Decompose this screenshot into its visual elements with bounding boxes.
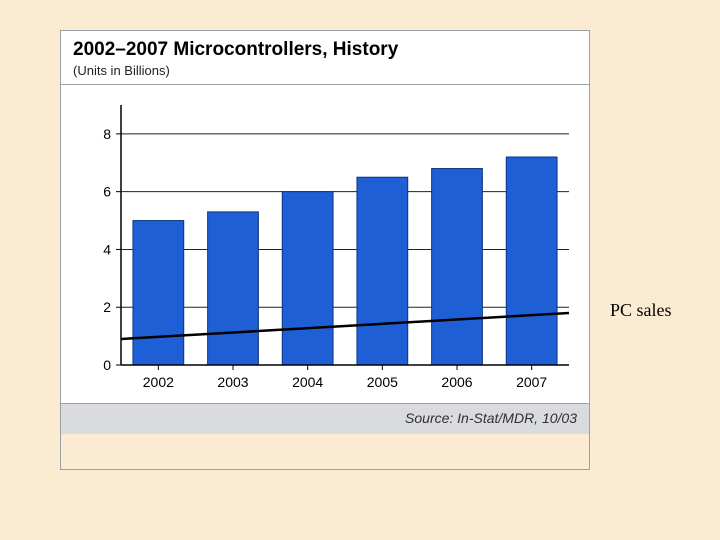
x-tick-label: 2004 — [292, 374, 323, 390]
chart-header: 2002–2007 Microcontrollers, History (Uni… — [61, 31, 589, 84]
y-tick-label: 6 — [103, 184, 111, 200]
y-tick-label: 0 — [103, 357, 111, 373]
trend-line — [121, 313, 569, 339]
annotation-pc-sales: PC sales — [610, 300, 672, 321]
x-tick-label: 2006 — [441, 374, 472, 390]
chart-subtitle: (Units in Billions) — [73, 63, 577, 78]
bar — [208, 212, 259, 365]
bar — [133, 221, 184, 365]
chart-source: Source: In-Stat/MDR, 10/03 — [405, 410, 577, 426]
bar — [357, 177, 408, 365]
bar — [432, 169, 483, 365]
chart-footer: Source: In-Stat/MDR, 10/03 — [61, 404, 589, 434]
x-tick-label: 2005 — [367, 374, 398, 390]
bar — [282, 192, 333, 365]
bar — [506, 157, 557, 365]
y-tick-label: 4 — [103, 241, 111, 257]
x-tick-label: 2003 — [217, 374, 248, 390]
x-tick-label: 2007 — [516, 374, 547, 390]
y-tick-label: 8 — [103, 126, 111, 142]
chart-title: 2002–2007 Microcontrollers, History — [73, 39, 577, 61]
plot-area: 0 2 4 6 8 2002 2003 2004 2005 2006 2007 — [61, 84, 589, 404]
y-tick-label: 2 — [103, 299, 111, 315]
page: 2002–2007 Microcontrollers, History (Uni… — [0, 0, 720, 540]
x-tick-label: 2002 — [143, 374, 174, 390]
chart-svg: 0 2 4 6 8 2002 2003 2004 2005 2006 2007 — [61, 85, 589, 405]
chart-card: 2002–2007 Microcontrollers, History (Uni… — [60, 30, 590, 470]
